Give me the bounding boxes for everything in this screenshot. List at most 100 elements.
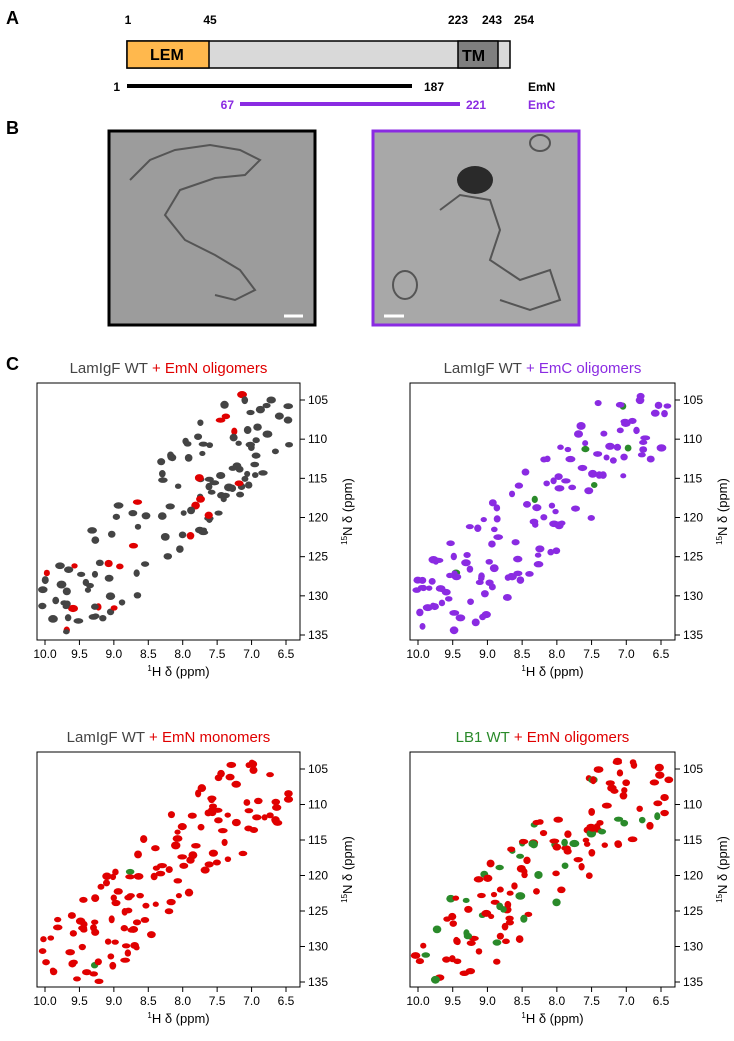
peak bbox=[186, 532, 195, 540]
micrograph bbox=[371, 129, 581, 327]
x-tick-label: 6.5 bbox=[653, 647, 670, 661]
micrograph bbox=[107, 129, 317, 327]
construct-name: EmN bbox=[528, 80, 555, 94]
peak bbox=[654, 763, 664, 772]
peak bbox=[418, 576, 427, 584]
x-tick-label: 10.0 bbox=[33, 647, 57, 661]
text-part: 1 bbox=[521, 664, 526, 673]
peak bbox=[552, 870, 560, 877]
y-axis-label: 15N δ (ppm) bbox=[340, 836, 355, 903]
tm-domain bbox=[457, 40, 499, 69]
peak bbox=[248, 760, 258, 768]
peak bbox=[435, 585, 446, 592]
x-tick-label: 10.0 bbox=[33, 994, 57, 1008]
peak bbox=[134, 850, 142, 859]
peak bbox=[217, 827, 228, 834]
text-part: N δ (ppm) bbox=[715, 836, 730, 894]
peak bbox=[140, 561, 150, 567]
peak bbox=[577, 464, 588, 472]
text-part: LamIgF WT bbox=[444, 360, 522, 377]
peak bbox=[236, 491, 245, 498]
peak bbox=[490, 899, 500, 905]
peak bbox=[102, 872, 112, 880]
peak bbox=[640, 435, 651, 441]
peak bbox=[102, 879, 111, 887]
peak bbox=[134, 523, 142, 530]
peak bbox=[266, 396, 276, 404]
peak bbox=[208, 795, 216, 804]
peak bbox=[151, 845, 160, 852]
peak bbox=[283, 403, 294, 410]
peak bbox=[285, 441, 293, 448]
peak bbox=[99, 614, 107, 622]
peak bbox=[175, 893, 182, 899]
peak bbox=[615, 401, 625, 408]
peak bbox=[450, 552, 457, 561]
peak bbox=[521, 468, 530, 476]
peak bbox=[152, 901, 159, 907]
y-tick-label: 120 bbox=[308, 869, 328, 883]
peak bbox=[550, 477, 557, 485]
peak bbox=[573, 857, 583, 863]
peak bbox=[506, 890, 514, 896]
peak bbox=[552, 843, 562, 851]
peak bbox=[198, 441, 209, 447]
peak bbox=[564, 830, 572, 838]
peak bbox=[94, 978, 104, 985]
peak bbox=[133, 569, 140, 577]
peak bbox=[258, 470, 268, 476]
peak bbox=[171, 841, 181, 850]
panel-label: B bbox=[6, 118, 19, 138]
y-tick-label: 130 bbox=[683, 589, 703, 603]
peak bbox=[204, 861, 214, 868]
peak bbox=[158, 470, 166, 478]
peak bbox=[565, 455, 576, 463]
y-axis-label: 15N δ (ppm) bbox=[715, 836, 730, 903]
peak bbox=[91, 536, 100, 544]
y-tick-label: 125 bbox=[683, 904, 703, 918]
peak bbox=[548, 502, 556, 509]
peak bbox=[194, 474, 204, 482]
peak bbox=[67, 912, 76, 919]
y-tick-label: 135 bbox=[683, 628, 703, 642]
peak bbox=[515, 892, 526, 900]
peak bbox=[412, 587, 422, 593]
peak bbox=[505, 919, 514, 926]
peak bbox=[251, 452, 261, 459]
position: 45 bbox=[203, 13, 217, 27]
peak bbox=[68, 960, 77, 968]
peak bbox=[588, 807, 596, 816]
y-tick-label: 110 bbox=[308, 798, 327, 812]
peak bbox=[253, 797, 263, 805]
peak bbox=[104, 938, 112, 945]
peak bbox=[133, 945, 140, 951]
peak bbox=[225, 773, 235, 781]
peak bbox=[515, 935, 524, 943]
y-tick-label: 110 bbox=[308, 432, 327, 446]
peak bbox=[483, 874, 493, 883]
peak bbox=[601, 842, 608, 848]
filament bbox=[129, 143, 262, 302]
peak bbox=[568, 484, 577, 491]
peak bbox=[511, 539, 520, 546]
peak bbox=[167, 811, 175, 819]
peak bbox=[599, 471, 607, 479]
peak bbox=[532, 819, 541, 826]
peak bbox=[71, 563, 78, 569]
peak bbox=[199, 450, 206, 457]
peak bbox=[197, 823, 205, 831]
peak bbox=[253, 423, 262, 431]
peak bbox=[663, 403, 672, 409]
peak bbox=[136, 892, 144, 899]
peak bbox=[78, 943, 86, 951]
peak bbox=[228, 484, 237, 493]
peak bbox=[224, 856, 232, 863]
peak bbox=[588, 826, 597, 832]
peak bbox=[504, 900, 512, 909]
peak bbox=[467, 598, 474, 606]
peak bbox=[601, 802, 612, 809]
peak bbox=[129, 925, 139, 933]
y-tick-label: 105 bbox=[308, 393, 328, 407]
text-part: + EmN monomers bbox=[149, 729, 270, 746]
peak bbox=[121, 943, 131, 949]
